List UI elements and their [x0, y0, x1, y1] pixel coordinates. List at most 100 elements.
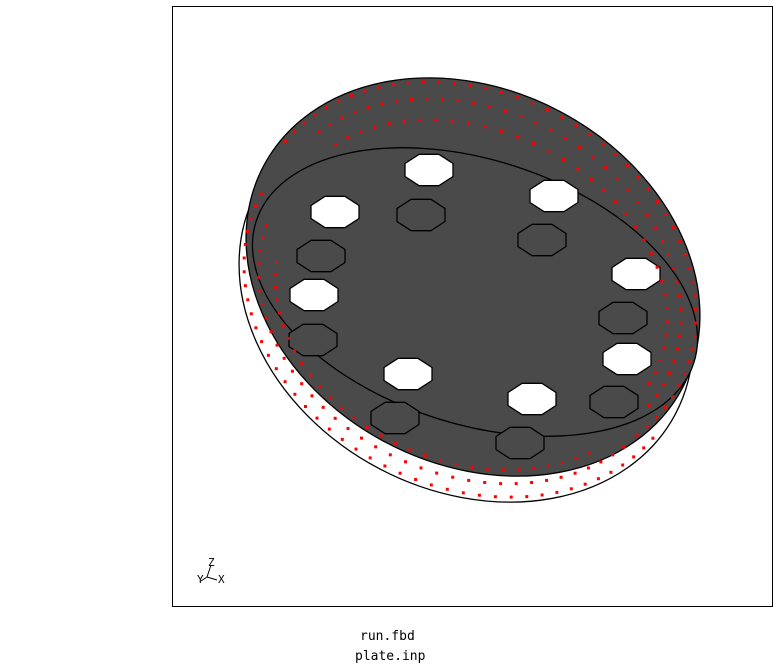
- node-marker: [410, 97, 413, 101]
- node-marker: [317, 130, 321, 134]
- bolt-hole: [404, 153, 454, 187]
- node-marker: [501, 468, 505, 472]
- node-marker: [393, 441, 397, 445]
- node-marker: [653, 370, 657, 374]
- node-marker: [484, 86, 488, 90]
- node-marker: [569, 487, 573, 491]
- node-marker: [246, 298, 250, 302]
- node-marker: [655, 265, 659, 269]
- node-marker: [663, 293, 667, 297]
- node-marker: [383, 464, 387, 468]
- node-marker: [283, 139, 287, 143]
- node-marker: [379, 434, 383, 438]
- bolt-hole: [288, 323, 338, 357]
- node-marker: [360, 436, 363, 440]
- node-marker: [346, 427, 350, 430]
- node-marker: [269, 330, 273, 334]
- node-marker: [583, 482, 587, 486]
- node-marker: [258, 289, 262, 293]
- node-marker: [647, 382, 651, 386]
- node-marker: [249, 216, 253, 220]
- node-marker: [349, 94, 353, 98]
- node-marker: [549, 128, 553, 132]
- node-marker: [281, 324, 285, 328]
- node-marker: [609, 470, 613, 474]
- node-marker: [318, 385, 322, 389]
- node-marker: [693, 334, 697, 338]
- node-marker: [461, 491, 465, 495]
- node-marker: [664, 333, 668, 337]
- node-marker: [434, 118, 438, 122]
- node-marker: [254, 326, 258, 330]
- node-marker: [661, 239, 664, 243]
- node-marker: [257, 275, 261, 279]
- node-marker: [679, 321, 683, 325]
- node-marker: [545, 478, 549, 482]
- node-marker: [421, 80, 425, 84]
- node-marker: [282, 356, 286, 360]
- node-marker: [563, 136, 567, 140]
- node-marker: [467, 478, 471, 482]
- bolt-hole: [296, 239, 346, 273]
- node-marker: [691, 280, 695, 284]
- node-marker: [333, 416, 337, 420]
- axis-z-label: Z: [208, 556, 215, 569]
- node-marker: [636, 200, 640, 204]
- node-marker: [649, 252, 653, 256]
- node-marker: [275, 260, 279, 264]
- node-marker: [678, 334, 682, 338]
- node-marker: [425, 97, 429, 101]
- node-marker: [454, 462, 458, 466]
- node-marker: [266, 353, 270, 357]
- node-marker: [625, 164, 629, 167]
- node-marker: [277, 311, 281, 315]
- node-marker: [402, 119, 406, 123]
- node-marker: [290, 369, 294, 373]
- node-marker: [429, 483, 433, 487]
- node-marker: [615, 177, 619, 181]
- node-marker: [500, 90, 503, 94]
- node-marker: [302, 121, 306, 125]
- node-marker: [483, 125, 487, 129]
- node-marker: [264, 224, 268, 228]
- node-marker: [655, 393, 659, 397]
- node-marker: [693, 294, 697, 298]
- node-marker: [601, 142, 605, 146]
- node-marker: [327, 427, 331, 431]
- node-marker: [531, 141, 535, 145]
- node-marker: [517, 468, 521, 472]
- node-marker: [588, 132, 592, 136]
- node-marker: [603, 166, 607, 169]
- node-marker: [587, 451, 591, 455]
- node-marker: [293, 392, 297, 396]
- file-name-fbd: run.fbd: [360, 629, 415, 644]
- node-marker: [540, 493, 544, 497]
- bolt-hole: [310, 195, 360, 229]
- node-marker: [499, 482, 503, 486]
- node-marker: [530, 101, 534, 105]
- node-marker: [677, 384, 681, 388]
- node-marker: [286, 336, 290, 340]
- node-marker: [683, 253, 687, 257]
- node-marker: [576, 167, 580, 171]
- node-marker: [694, 308, 698, 312]
- bolt-hole: [396, 198, 446, 232]
- node-marker: [632, 455, 636, 459]
- node-marker: [678, 294, 681, 298]
- node-marker: [662, 346, 666, 350]
- node-marker: [519, 115, 523, 118]
- node-marker: [418, 118, 422, 122]
- bolt-hole: [507, 382, 557, 416]
- node-marker: [486, 467, 490, 471]
- node-marker: [656, 200, 659, 204]
- node-marker: [664, 213, 668, 216]
- node-marker: [258, 249, 262, 253]
- model-scene[interactable]: Z Y X: [173, 7, 773, 607]
- node-marker: [662, 383, 666, 387]
- graphics-viewport[interactable]: Z Y X: [172, 6, 773, 607]
- node-marker: [404, 460, 407, 464]
- axis-triad: Z Y X: [197, 556, 225, 586]
- node-marker: [509, 495, 513, 499]
- node-marker: [514, 482, 518, 486]
- node-marker: [655, 415, 659, 419]
